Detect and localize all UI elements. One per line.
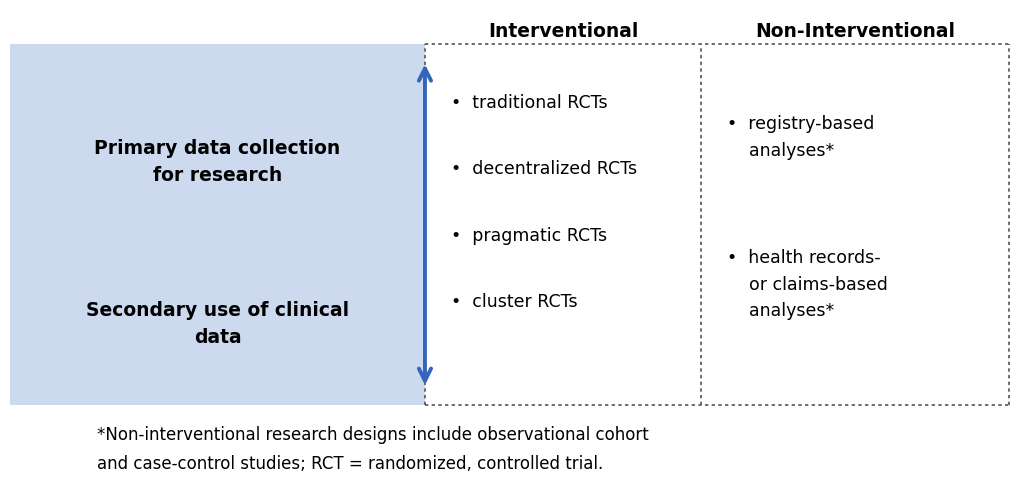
Text: *Non-interventional research designs include observational cohort: *Non-interventional research designs inc… [97,426,649,443]
Text: •  registry-based
    analyses*: • registry-based analyses* [727,115,874,160]
Text: •  traditional RCTs: • traditional RCTs [451,94,607,112]
Text: •  pragmatic RCTs: • pragmatic RCTs [451,227,606,245]
Text: Primary data collection
for research: Primary data collection for research [94,139,341,185]
Text: •  cluster RCTs: • cluster RCTs [451,293,578,311]
Bar [10,44,425,405]
Text: •  health records-
    or claims-based
    analyses*: • health records- or claims-based analys… [727,249,888,320]
Text: Secondary use of clinical
data: Secondary use of clinical data [86,301,349,347]
Text: •  decentralized RCTs: • decentralized RCTs [451,161,637,178]
Text: Non-Interventional: Non-Interventional [755,23,955,41]
Text: and case-control studies; RCT = randomized, controlled trial.: and case-control studies; RCT = randomiz… [97,455,603,473]
Text: Interventional: Interventional [488,23,638,41]
